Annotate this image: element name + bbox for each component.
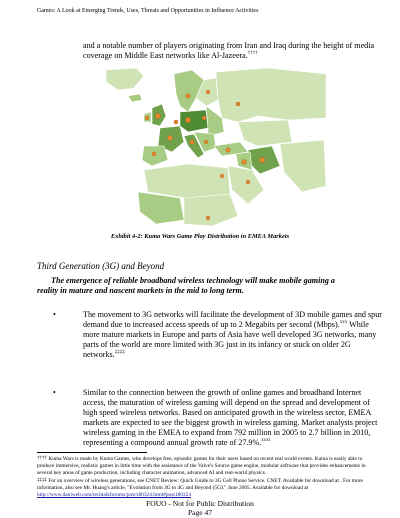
intro-paragraph: and a notable number of players originat…	[83, 41, 383, 61]
footnote: ‡‡‡‡ For an overview of wireless generat…	[37, 478, 377, 499]
map-caspian-region	[237, 119, 293, 147]
map-arabia	[227, 165, 265, 205]
bullet-item: Similar to the connection between the gr…	[83, 388, 383, 448]
section-heading: Third Generation (3G) and Beyond	[37, 261, 165, 271]
map-east-africa	[183, 193, 239, 226]
running-header: Games: A Look at Emerging Trends, Uses, …	[37, 8, 259, 14]
marker-germany	[185, 117, 191, 123]
marker-arabia	[245, 179, 251, 185]
map-greenland	[105, 67, 145, 91]
bullet-note-mark: xxx	[339, 320, 348, 325]
map-scandinavia	[173, 69, 205, 113]
map-graphic	[88, 66, 328, 226]
map-west-africa	[137, 191, 185, 225]
map-italy	[183, 133, 205, 159]
bullet-note-mark: xxxi	[261, 438, 271, 443]
player-markers	[144, 89, 265, 221]
bullet-text: Similar to the connection between the gr…	[83, 388, 378, 447]
footnote-link[interactable]: http://www.daniweb.com/techtalkforums/po…	[37, 492, 192, 498]
map-central-europe	[179, 109, 209, 133]
distribution-notice: FOUO - Not for Public Distribution	[146, 499, 254, 508]
marker-russia	[235, 101, 241, 107]
intro-note-mark: ††††	[247, 51, 258, 56]
intro-text: and a notable number of players originat…	[83, 41, 375, 60]
marker-balkans	[203, 139, 209, 145]
footnote-mark: ††††	[37, 456, 47, 461]
bullet-note-mark: ‡‡‡‡	[114, 350, 125, 355]
marker-spain	[151, 151, 157, 157]
marker-iran	[259, 157, 265, 163]
map-russia	[215, 67, 327, 123]
emea-distribution-map	[88, 66, 328, 226]
bullet-marker: •	[53, 310, 56, 319]
marker-iraq	[241, 159, 247, 165]
marker-france	[167, 135, 173, 141]
marker-turkey	[225, 147, 231, 153]
map-south-asia	[279, 139, 327, 193]
footnote-text: For an overview of wireless generations,…	[37, 478, 363, 491]
bullet-text: While more mature markets in Europe and …	[83, 320, 377, 359]
marker-poland	[201, 115, 207, 121]
marker-egypt	[219, 173, 225, 179]
bullet-text: The movement to 3G networks will facilit…	[83, 310, 382, 329]
footnote: †††† Kuma Wars is made by Kuma Games, wh…	[37, 456, 377, 477]
marker-south-africa	[205, 215, 211, 221]
bullet-item: The movement to 3G networks will facilit…	[83, 310, 383, 360]
marker-uk	[155, 113, 161, 119]
page-number: Page 47	[188, 508, 212, 517]
footnote-text: Kuma Wars is made by Kuma Games, who dev…	[37, 456, 366, 476]
marker-benelux	[173, 119, 179, 125]
marker-ireland	[144, 115, 150, 121]
map-iceland	[127, 93, 143, 103]
figure-caption: Exhibit 4-2: Kuma Wars Game Play Distrib…	[110, 233, 290, 240]
marker-italy	[189, 139, 195, 145]
footnote-divider	[37, 452, 147, 453]
marker-sweden	[185, 93, 191, 99]
map-eastern-europe	[205, 105, 225, 137]
bullet-marker: •	[53, 388, 56, 397]
footnote-mark: ‡‡‡‡	[37, 478, 47, 483]
section-lead: The emergence of reliable broadband wire…	[37, 276, 335, 295]
marker-finland	[205, 89, 211, 95]
